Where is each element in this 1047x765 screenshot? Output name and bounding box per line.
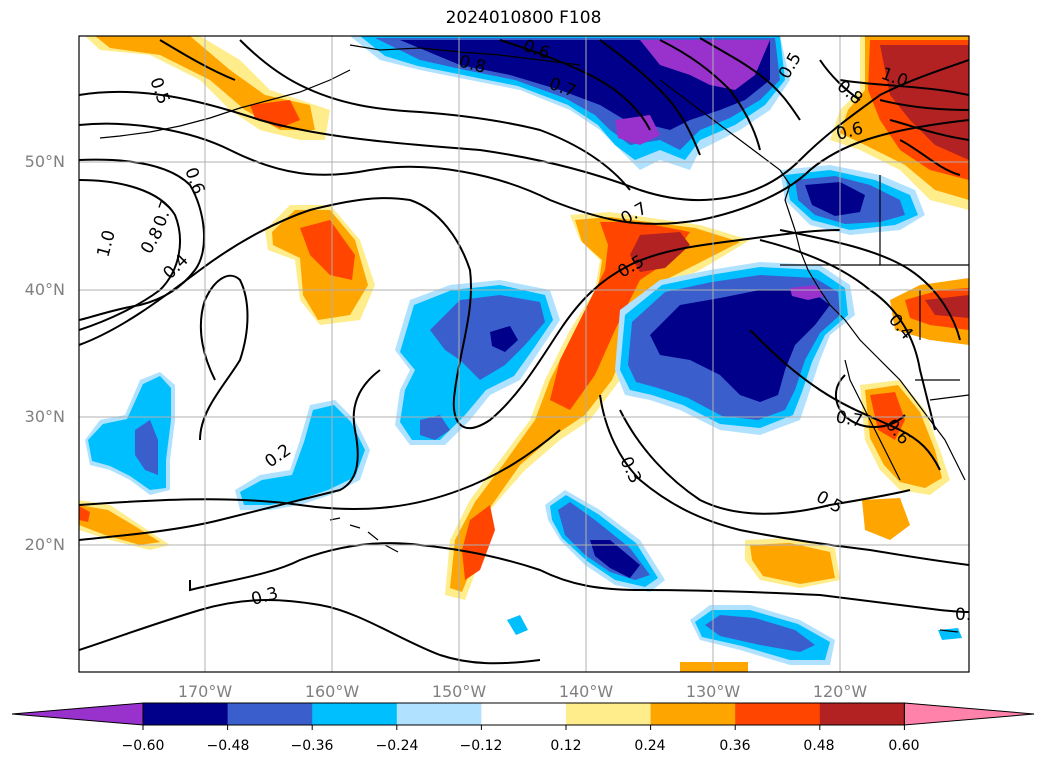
colorbar-bin [143, 703, 229, 725]
lat-label-50n: 50°N [24, 152, 65, 171]
positive-anomaly-region [79, 506, 90, 522]
colorbar-tick-label: −0.24 [375, 738, 419, 754]
colorbar-tick-label: 0.60 [888, 738, 920, 754]
negative-anomaly-region [590, 540, 640, 578]
contour-lines [79, 37, 969, 665]
colorbar-tick-label: 0.36 [719, 738, 751, 754]
colorbar-tick-label: 0.24 [634, 738, 666, 754]
negative-anomaly-region [490, 326, 518, 352]
negative-anomaly-region [615, 115, 660, 145]
negative-anomaly-region [240, 405, 365, 505]
colorbar-bin [735, 703, 821, 725]
colorbar-extend-max [903, 702, 1035, 726]
lon-label-130w: 130°W [685, 682, 741, 701]
lat-label-20n: 20°N [24, 535, 65, 554]
colorbar-tick-label: 0.12 [550, 738, 582, 754]
colorbar-bin [396, 703, 482, 725]
positive-anomaly-region [680, 662, 748, 672]
colorbar-bin [566, 703, 652, 725]
negative-anomaly-region [705, 615, 815, 652]
positive-anomaly-region [862, 498, 910, 540]
map-frame [78, 35, 970, 673]
positive-anomaly-region [880, 45, 969, 160]
negative-anomaly-region [135, 420, 158, 475]
lon-label-140w: 140°W [558, 682, 614, 701]
map-title: 2024010800 F108 [445, 8, 602, 28]
lon-label-150w: 150°W [431, 682, 487, 701]
negative-anomaly-region [507, 615, 528, 635]
positive-anomaly-region [300, 220, 355, 280]
negative-anomaly-region [805, 182, 865, 216]
contour-label: 0.3 [955, 605, 982, 625]
colorbar-bin [819, 703, 905, 725]
colorbar-bin [481, 703, 567, 725]
lon-label-160w: 160°W [304, 682, 360, 701]
colorbar-tick-label: −0.60 [121, 738, 165, 754]
colorbar-bin [227, 703, 313, 725]
contour-label: 0.7 [834, 407, 864, 431]
lat-label-30n: 30°N [24, 407, 65, 426]
colorbar-bin [650, 703, 736, 725]
positive-anomaly-region [450, 217, 740, 592]
colorbar-tick-label: 0.48 [803, 738, 835, 754]
colorbar-bin [312, 703, 398, 725]
positive-anomaly-region [462, 505, 495, 580]
positive-anomaly-region [925, 295, 969, 318]
lat-label-40n: 40°N [24, 280, 65, 299]
colorbar-tick-label: −0.36 [290, 738, 334, 754]
colorbar-tick-label: −0.12 [459, 738, 503, 754]
positive-anomaly-region [445, 212, 750, 600]
negative-anomaly-region [640, 40, 770, 90]
colorbar-extend-min [11, 702, 144, 726]
negative-anomaly-region [790, 285, 825, 300]
negative-anomaly-region [420, 415, 450, 440]
positive-anomaly-region [79, 505, 160, 545]
coastlines [99, 44, 969, 633]
positive-anomaly-region [750, 543, 835, 584]
lon-label-120w: 120°W [812, 682, 868, 701]
shaded-anomaly-field: 0.5 0.6 0.7 0.8 1.0 0.4 0.2 0.3 0.5 0.7 … [79, 36, 982, 672]
lon-label-170w: 170°W [177, 682, 233, 701]
negative-anomaly-region [650, 290, 830, 402]
positive-anomaly-region [630, 232, 690, 272]
gridlines [79, 36, 969, 672]
colorbar-frame [142, 702, 905, 726]
colorbar-tick-label: −0.48 [206, 738, 250, 754]
